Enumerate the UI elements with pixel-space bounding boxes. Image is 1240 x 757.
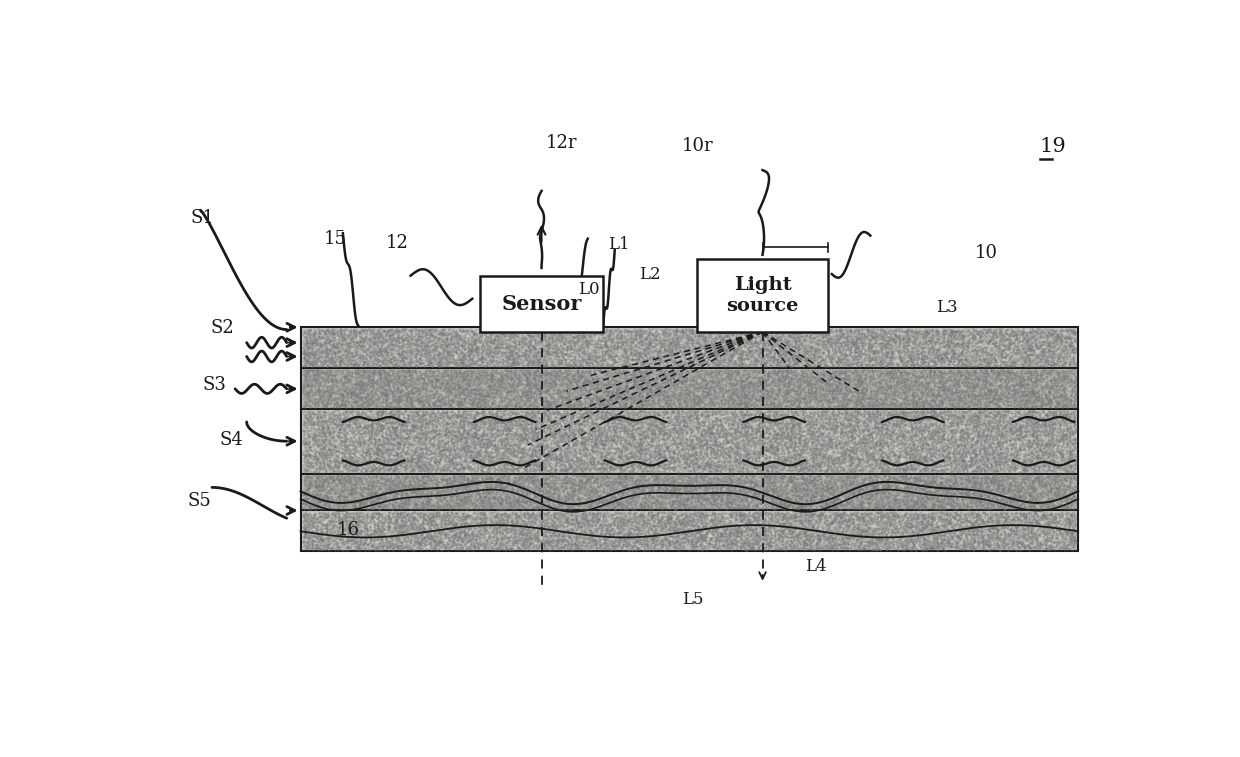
Bar: [300, 510, 1079, 551]
Text: S4: S4: [219, 431, 243, 449]
Text: L4: L4: [805, 558, 827, 575]
Bar: [300, 409, 1079, 474]
Text: L5: L5: [682, 590, 703, 608]
Text: S1: S1: [191, 209, 215, 227]
Text: 12r: 12r: [546, 134, 577, 152]
Text: S3: S3: [203, 376, 227, 394]
Bar: [300, 327, 1079, 368]
Text: S5: S5: [187, 492, 211, 510]
Text: L2: L2: [640, 266, 661, 282]
Bar: [480, 276, 603, 332]
Bar: [697, 259, 828, 332]
Text: Sensor: Sensor: [501, 294, 582, 313]
Text: 10r: 10r: [682, 137, 713, 155]
Text: L0: L0: [579, 281, 600, 298]
Bar: [300, 368, 1079, 409]
Text: 19: 19: [1040, 137, 1066, 156]
Text: S2: S2: [211, 319, 234, 337]
Text: 15: 15: [324, 229, 346, 248]
Bar: [300, 474, 1079, 510]
Text: 16: 16: [337, 521, 360, 539]
Text: L1: L1: [608, 236, 630, 254]
Text: L3: L3: [936, 300, 957, 316]
Text: 12: 12: [386, 235, 408, 252]
Text: Light
source: Light source: [727, 276, 799, 315]
Text: 10: 10: [975, 244, 997, 261]
